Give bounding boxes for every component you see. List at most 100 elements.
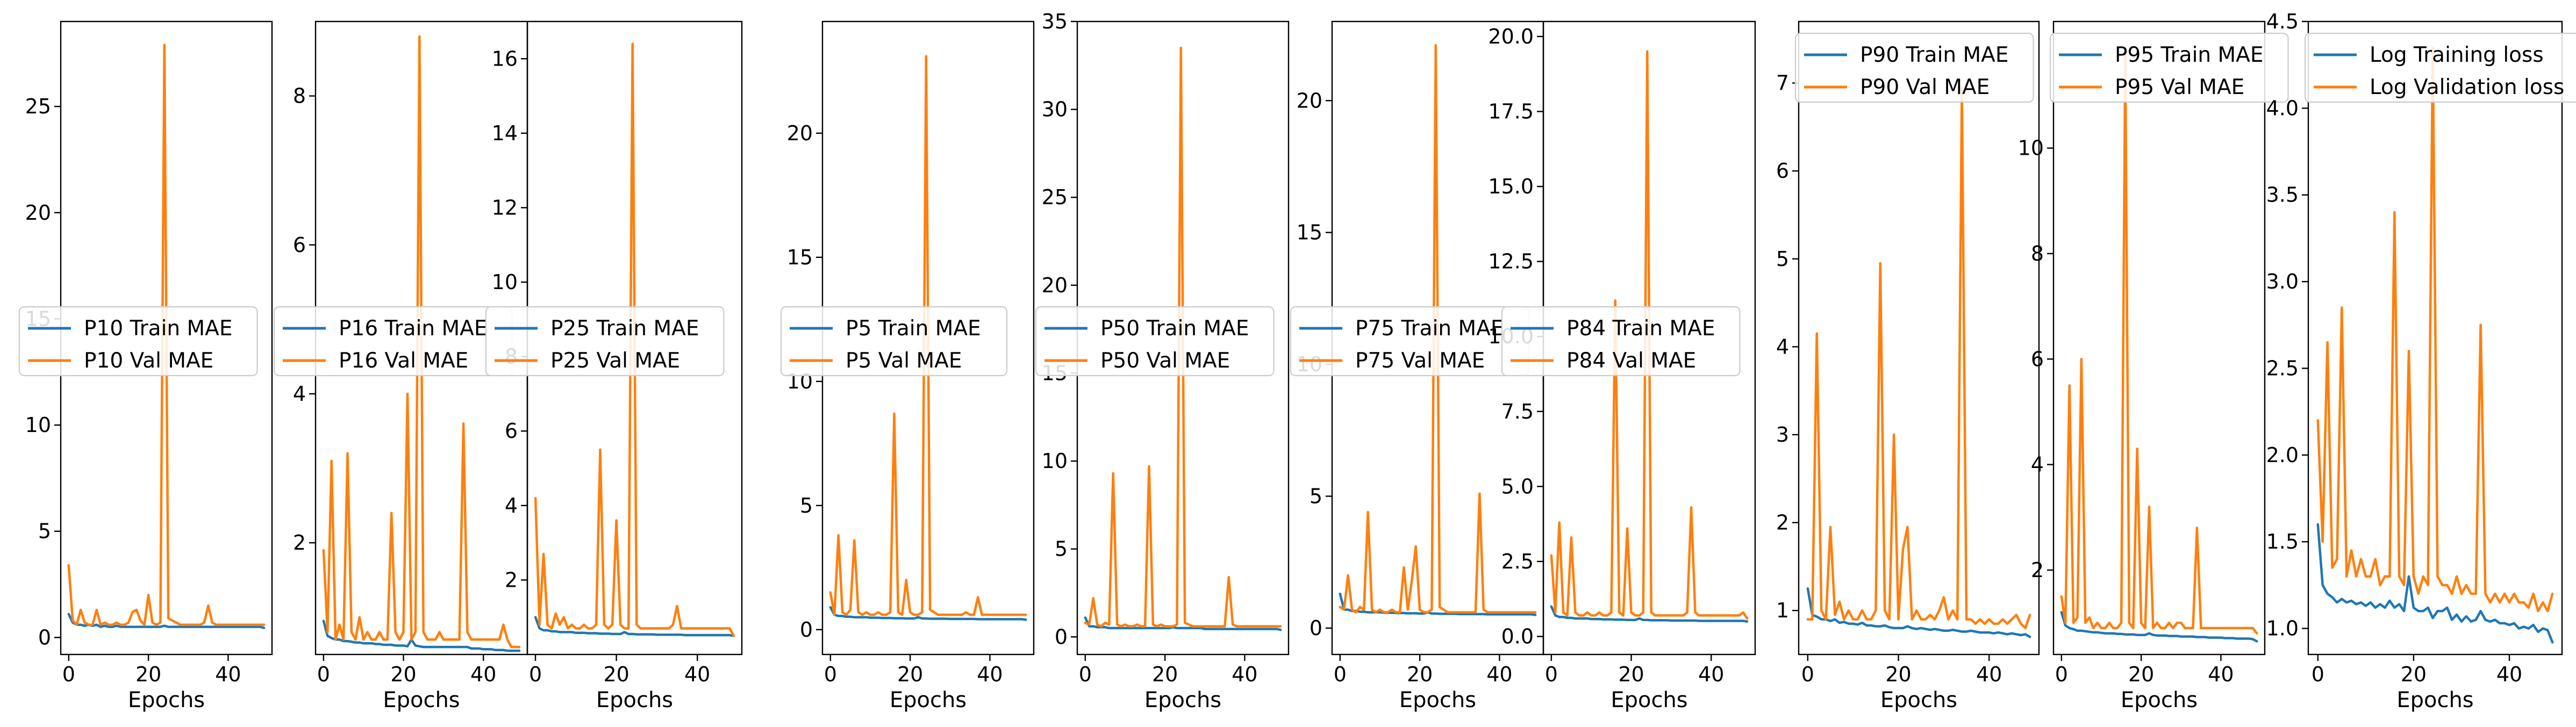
- legend-entry: P84 Train MAE: [1566, 316, 1715, 341]
- y-tick-label: 4: [1776, 335, 1789, 358]
- y-tick-label: 35: [1042, 10, 1068, 33]
- legend-entry: P5 Val MAE: [846, 349, 962, 373]
- legend: P5 Train MAE P5 Val MAE: [780, 306, 1008, 377]
- legend-entry: P10 Train MAE: [84, 316, 233, 341]
- legend: P50 Train MAE P50 Val MAE: [1035, 306, 1275, 377]
- legend-entry: P95 Val MAE: [2115, 75, 2244, 99]
- x-tick-label: 0: [529, 663, 542, 686]
- series-line-train: [1084, 616, 1282, 631]
- y-tick-label: 10: [1042, 449, 1068, 473]
- legend-entry: P5 Train MAE: [846, 316, 981, 341]
- series-line-train: [2060, 611, 2258, 643]
- y-tick-label: 20: [787, 121, 813, 145]
- axes-frame: [2052, 20, 2266, 656]
- series-line-train: [829, 606, 1027, 621]
- y-tick-label: 4: [293, 382, 306, 406]
- x-tick-label: 40: [2208, 663, 2234, 686]
- x-tick-label: 40: [215, 663, 241, 686]
- x-tick-label: 20: [2128, 663, 2154, 686]
- y-tick-label: 4: [2031, 453, 2044, 477]
- y-tick-label: 0: [1310, 616, 1322, 640]
- y-tick-label: 7.5: [1501, 400, 1534, 423]
- y-tick-label: 15: [1297, 221, 1322, 244]
- y-tick-label: 25: [25, 95, 51, 118]
- y-tick-label: 6: [1776, 159, 1789, 183]
- series-line-train: [67, 613, 266, 629]
- x-tick-label: 20: [1407, 663, 1433, 686]
- x-tick-label: 0: [824, 663, 837, 686]
- x-tick-label: 0: [62, 663, 75, 686]
- legend-entry: P90 Val MAE: [1860, 75, 1990, 99]
- y-tick-label: 0: [800, 618, 813, 642]
- y-tick-label: 6: [2031, 347, 2044, 371]
- x-tick-label: 20: [135, 663, 161, 686]
- y-tick-label: 3: [1776, 423, 1789, 447]
- y-tick-label: 12.5: [1488, 250, 1534, 273]
- y-tick-label: 20: [25, 201, 51, 225]
- y-tick-label: 1.5: [2266, 530, 2299, 553]
- y-tick-label: 2.5: [1501, 550, 1534, 573]
- series-line-train: [1339, 592, 1537, 616]
- x-tick-label: 40: [1698, 663, 1724, 686]
- x-tick-label: 40: [684, 663, 710, 686]
- legend-entry: P84 Val MAE: [1566, 349, 1696, 373]
- axes-frame: [1798, 20, 2040, 656]
- y-tick-label: 20.0: [1488, 25, 1534, 48]
- y-tick-label: 2: [293, 531, 306, 555]
- y-tick-label: 10: [2018, 136, 2044, 160]
- x-tick-label: 0: [1334, 663, 1347, 686]
- legend: P84 Train MAE P84 Val MAE: [1501, 306, 1741, 377]
- y-tick-label: 2: [1776, 511, 1789, 535]
- y-tick-label: 6: [505, 419, 518, 443]
- legend-box: [485, 306, 725, 377]
- x-axis-label: Epochs: [596, 688, 673, 712]
- x-axis-label: Epochs: [1611, 688, 1687, 712]
- y-tick-label: 15.0: [1488, 175, 1534, 198]
- legend-entry: P16 Val MAE: [339, 349, 468, 373]
- series-line-train: [322, 620, 521, 652]
- x-tick-label: 20: [897, 663, 923, 686]
- y-tick-label: 2: [505, 568, 518, 592]
- y-tick-label: 15: [787, 246, 813, 269]
- y-tick-label: 5: [1310, 485, 1322, 508]
- axes-frame: [2307, 20, 2563, 656]
- x-tick-label: 20: [1618, 663, 1644, 686]
- subplot-9: 0 20 40 2 4 6 8 10 Epochs P95 Train MAE P95 Val MA…: [2018, 20, 2289, 712]
- series-line-val: [2316, 46, 2554, 613]
- x-tick-label: 40: [470, 663, 496, 686]
- x-axis-label: Epochs: [2396, 688, 2473, 712]
- legend-entry: P25 Val MAE: [550, 349, 680, 373]
- legend-entry: P50 Val MAE: [1100, 349, 1230, 373]
- legend: Log Training loss Log Validation loss: [2304, 32, 2576, 103]
- legend: P25 Train MAE P25 Val MAE: [485, 306, 725, 377]
- y-tick-label: 8: [2031, 242, 2044, 265]
- y-tick-label: 3.5: [2266, 183, 2299, 207]
- y-tick-label: 25: [1042, 185, 1068, 209]
- y-tick-label: 4: [505, 494, 518, 517]
- subplot-10: 0 20 40 1.0 1.5 2.0 2.5 3.0 3.5 4.0 4.5 Epochs Log T…: [2266, 10, 2576, 712]
- subplot-7: 020400.02.55.07.510.012.515.017.520.0Epo…: [1488, 20, 1756, 712]
- legend-entry: P95 Train MAE: [2115, 43, 2264, 67]
- series-line-train: [2316, 523, 2554, 644]
- y-tick-label: 16: [492, 47, 518, 70]
- x-tick-label: 40: [1976, 663, 2002, 686]
- subplot-3: 02040246810121416EpochsP25 Train MAEP25 …: [485, 20, 743, 712]
- x-tick-label: 0: [1545, 663, 1558, 686]
- y-tick-label: 5: [800, 494, 813, 517]
- y-tick-label: 20: [1042, 273, 1068, 297]
- x-tick-label: 0: [1079, 663, 1092, 686]
- y-tick-label: 30: [1042, 98, 1068, 121]
- x-axis-label: Epochs: [890, 688, 967, 712]
- legend-box: [2304, 32, 2576, 103]
- x-axis-label: Epochs: [128, 688, 205, 712]
- legend: P75 Train MAE P75 Val MAE: [1290, 306, 1529, 377]
- legend-box: [1501, 306, 1741, 377]
- legend-entry: P25 Train MAE: [550, 316, 699, 341]
- legend: P90 Train MAE P90 Val MAE: [1794, 32, 2034, 103]
- series-line-train: [1806, 587, 2031, 638]
- subplot-5: 0204005101520253035EpochsP50 Train MAEP5…: [1035, 10, 1290, 712]
